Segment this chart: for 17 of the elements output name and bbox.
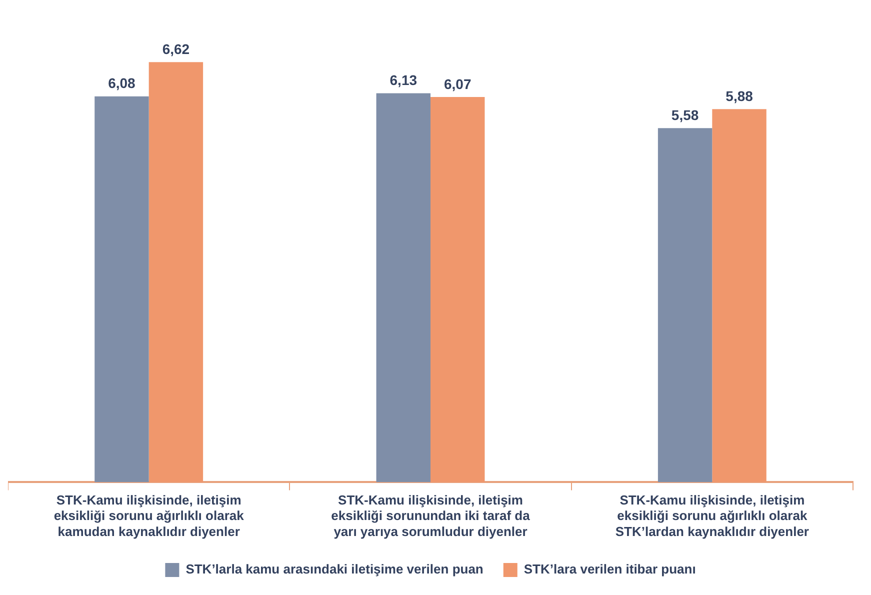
legend-label: STK’lara verilen itibar puanı	[524, 562, 696, 577]
bar	[658, 128, 712, 482]
data-label: 6,13	[390, 72, 418, 88]
bar	[94, 96, 149, 482]
data-label: 6,08	[108, 75, 136, 92]
x-tick-label: STK-Kamu ilişkisinde, iletişim eksikliği sorunu ağırlıklı olarak kamudan kaynaklıdır diyenler	[54, 492, 245, 539]
legend-label: STK’larla kamu arasındaki iletişime verilen puan	[186, 562, 484, 577]
data-label: 5,88	[726, 88, 754, 104]
bar	[148, 62, 204, 482]
data-label: 6,07	[444, 76, 472, 92]
bar	[430, 97, 485, 482]
x-tick-label: STK-Kamu ilişkisinde, iletişim eksikliği sorunundan iki taraf da yarı yarıya sorumludur diyenler	[331, 492, 531, 539]
data-label: 5,58	[671, 106, 699, 123]
data-label: 6,62	[162, 40, 190, 57]
bar	[712, 109, 766, 482]
bar	[376, 93, 430, 482]
x-tick-label: STK-Kamu ilişkisinde, iletişim eksikliği sorunu ağırlıklı olarak STK’lardan kaynaklıdır diyenler	[615, 492, 809, 539]
